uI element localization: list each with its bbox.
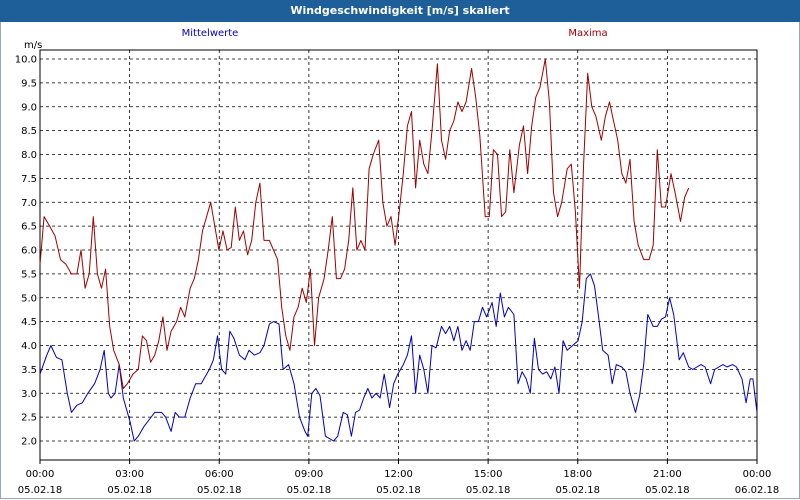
- y-tick-label: 5.5: [21, 269, 37, 280]
- x-tick-time: 21:00: [653, 469, 682, 480]
- y-tick-label: 5.0: [21, 293, 37, 304]
- y-tick-label: 7.5: [21, 174, 37, 185]
- x-tick-time: 06:00: [205, 469, 234, 480]
- series-lines: [39, 58, 758, 442]
- chart-title: Windgeschwindigkeit [m/s] skaliert: [0, 0, 800, 22]
- y-tick-label: 6.5: [21, 222, 37, 233]
- series-line-maxima: [39, 58, 690, 389]
- x-tick-date: 06.02.18: [735, 485, 780, 496]
- x-axis-ticks: 00:00 05.02.18 03:00 05.02.18 06:00 05.02.18 0…: [18, 460, 780, 496]
- y-tick-label: 4.0: [21, 341, 37, 352]
- y-tick-label: 3.0: [21, 389, 37, 400]
- x-tick-date: 05.02.18: [18, 485, 63, 496]
- y-tick-label: 2.0: [21, 437, 37, 448]
- y-tick-label: 10.0: [15, 55, 37, 66]
- y-tick-label: 4.5: [21, 317, 37, 328]
- y-tick-label: 3.5: [21, 365, 37, 376]
- x-tick-date: 05.02.18: [287, 485, 332, 496]
- x-tick-date: 05.02.18: [376, 485, 421, 496]
- x-tick-date: 05.02.18: [107, 485, 152, 496]
- y-tick-label: 9.0: [21, 102, 37, 113]
- y-tick-label: 6.0: [21, 246, 37, 257]
- x-tick-date: 05.02.18: [555, 485, 600, 496]
- series-line-mittelwerte: [39, 273, 758, 442]
- x-tick-date: 05.02.18: [197, 485, 242, 496]
- y-axis-label: m/s: [24, 40, 42, 51]
- legend-series-0: Mittelwerte: [182, 28, 239, 39]
- x-tick-time: 03:00: [115, 469, 144, 480]
- legend-series-1: Maxima: [568, 28, 607, 39]
- y-tick-label: 8.0: [21, 150, 37, 161]
- y-tick-label: 8.5: [21, 126, 37, 137]
- x-tick-time: 00:00: [743, 469, 772, 480]
- x-tick-time: 09:00: [294, 469, 323, 480]
- y-tick-label: 2.5: [21, 413, 37, 424]
- x-tick-time: 15:00: [474, 469, 503, 480]
- y-axis-ticks: 2.0 2.5 3.0 3.5 4.0 4.5 5.0 5.5 6.0 6.5 7.0 7.5 8.0 8…: [15, 55, 37, 448]
- x-tick-time: 12:00: [384, 469, 413, 480]
- x-tick-time: 18:00: [563, 469, 592, 480]
- y-tick-label: 9.5: [21, 78, 37, 89]
- x-tick-time: 00:00: [26, 469, 55, 480]
- x-tick-date: 05.02.18: [466, 485, 511, 496]
- y-tick-label: 7.0: [21, 198, 37, 209]
- x-tick-date: 05.02.18: [645, 485, 690, 496]
